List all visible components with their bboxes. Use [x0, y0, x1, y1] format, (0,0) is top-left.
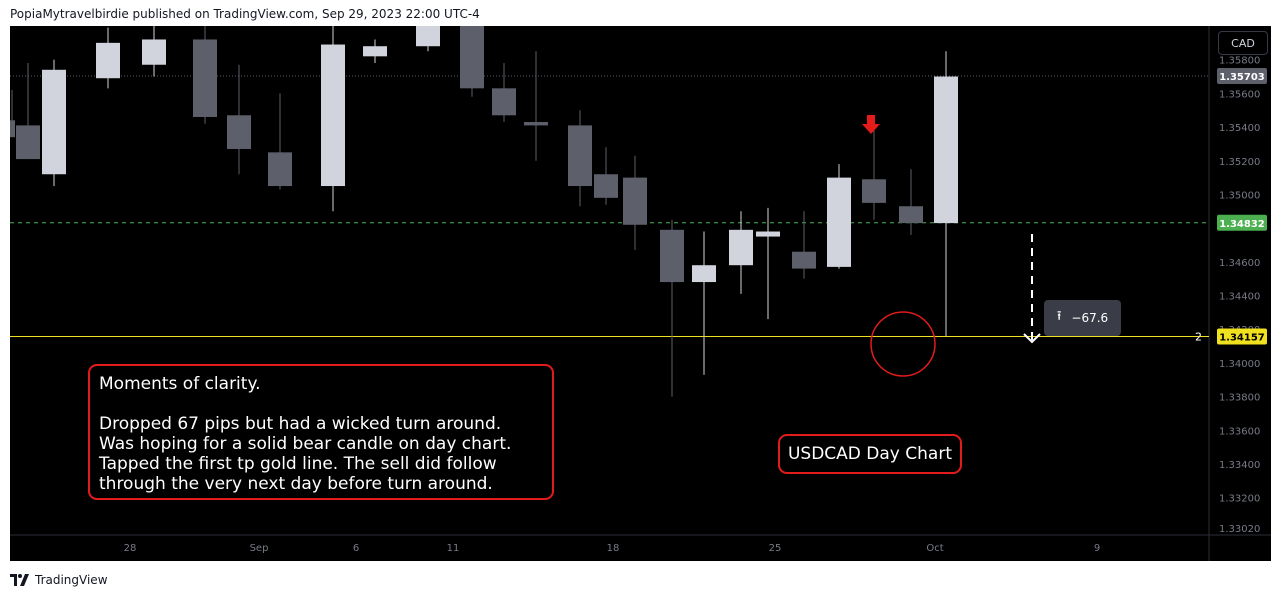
candle-body: [268, 152, 292, 187]
red-down-arrow-icon: [862, 115, 880, 134]
y-tick-label: 1.35400: [1219, 123, 1260, 134]
candle-body: [227, 115, 251, 149]
x-tick-label: 6: [353, 543, 359, 554]
currency-button[interactable]: CAD: [1218, 31, 1268, 55]
measure-value: −67.6: [1071, 311, 1109, 325]
candle-body: [862, 179, 886, 203]
candle-body: [142, 39, 166, 65]
x-tick-label: 25: [769, 543, 782, 554]
candle-body: [16, 125, 40, 160]
candle-body: [96, 42, 120, 79]
candle-body: [363, 46, 387, 57]
last-price-label: 1.35703: [1219, 72, 1265, 83]
entry-price-label: 1.34832: [1219, 219, 1265, 230]
candle-body: [492, 88, 516, 116]
candle-body: [568, 125, 592, 187]
candle-body: [321, 44, 345, 187]
wick-highlight-circle: [870, 311, 936, 377]
take-profit-price-label-bg: [1217, 328, 1267, 345]
x-tick-label: 11: [447, 543, 460, 554]
y-tick-label: 1.35600: [1219, 89, 1260, 100]
y-tick-label: 1.33020: [1219, 524, 1260, 535]
footer: TradingView: [10, 572, 108, 588]
y-tick-label: 1.35000: [1219, 190, 1260, 201]
clarity-note-body: Dropped 67 pips but had a wicked turn ar…: [99, 414, 512, 494]
candle-body: [524, 122, 548, 126]
x-tick-label: Oct: [926, 543, 943, 554]
candle-body: [193, 39, 217, 117]
candle-body: [416, 26, 440, 47]
y-tick-label: 1.33200: [1219, 494, 1260, 505]
y-tick-label: 1.33800: [1219, 393, 1260, 404]
candle-body: [660, 229, 684, 283]
measure-label: ⭱ −67.6: [1044, 300, 1121, 336]
candle-body: [756, 231, 780, 237]
y-tick-label: 1.33400: [1219, 460, 1260, 471]
x-tick-label: 9: [1094, 543, 1100, 554]
chart-label-note: USDCAD Day Chart: [778, 434, 962, 474]
candle-body: [827, 177, 851, 267]
candle-body: [10, 120, 15, 138]
candle-body: [729, 229, 753, 266]
entry-price-label-bg: [1217, 214, 1267, 231]
y-tick-label: 1.34000: [1219, 359, 1260, 370]
chart-panel[interactable]: 1.35800 1.35600 1.35400 1.35200 1.35000 1.346…: [10, 26, 1271, 561]
candle-body: [623, 177, 647, 225]
measure-arrow-icon: [1023, 333, 1041, 344]
measure-icon: ⭱: [1056, 309, 1062, 324]
tradingview-brand: TradingView: [35, 573, 108, 587]
tradingview-logo-icon: [10, 574, 29, 586]
y-tick-label: 1.33600: [1219, 426, 1260, 437]
y-tick-label: 1.35800: [1219, 56, 1260, 67]
candle-body: [899, 206, 923, 224]
y-tick-label: 1.35200: [1219, 157, 1260, 168]
publisher-header: PopiaMytravelbirdie published on Trading…: [10, 7, 480, 21]
x-tick-label: 18: [607, 543, 620, 554]
y-tick-label: 1.34600: [1219, 258, 1260, 269]
clarity-note-title: Moments of clarity.: [99, 374, 261, 394]
candle-body: [792, 251, 816, 269]
candle-body: [42, 69, 66, 175]
candle-body: [692, 265, 716, 283]
take-profit-line-label: 2: [1195, 330, 1202, 343]
y-tick-label: 1.34400: [1219, 292, 1260, 303]
candle-body: [934, 76, 958, 224]
x-tick-label: 28: [124, 543, 137, 554]
last-price-label-bg: [1217, 68, 1267, 85]
x-tick-label: Sep: [250, 543, 269, 554]
take-profit-price-label: 1.34157: [1219, 332, 1265, 343]
candle-body: [594, 174, 618, 198]
clarity-note: Moments of clarity. Dropped 67 pips but …: [88, 364, 554, 500]
candle-body: [460, 26, 484, 89]
